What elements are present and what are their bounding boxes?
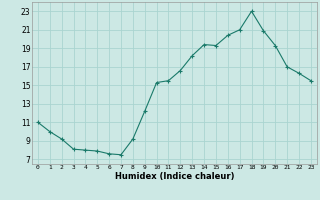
X-axis label: Humidex (Indice chaleur): Humidex (Indice chaleur) [115,172,234,181]
